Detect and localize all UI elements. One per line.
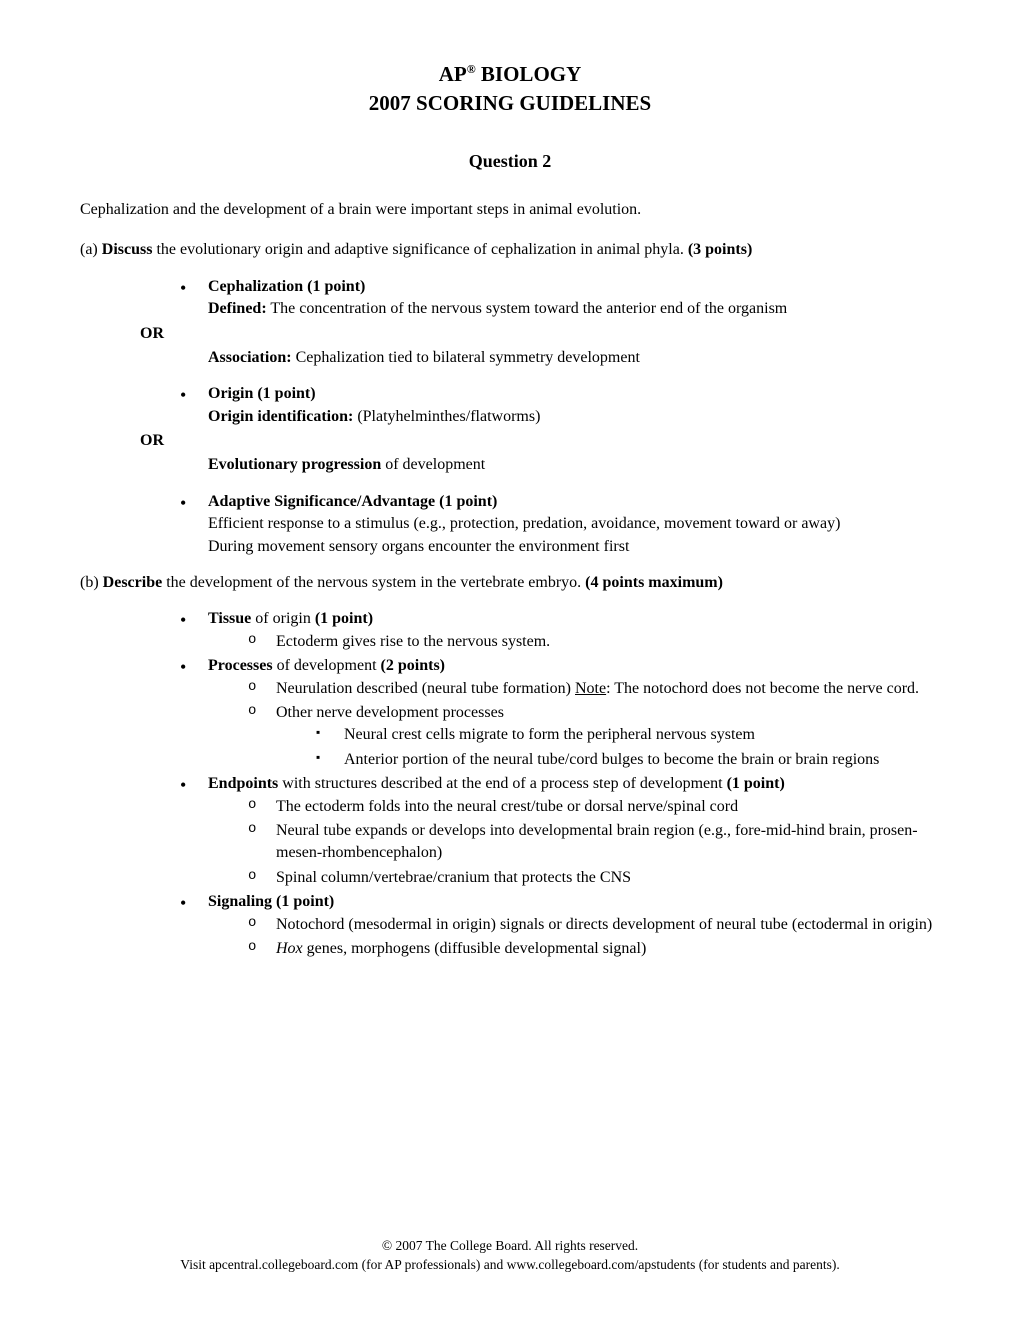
- intro-text: Cephalization and the development of a b…: [80, 199, 940, 221]
- proc-item-1: Neurulation described (neural tube forma…: [248, 678, 940, 700]
- end-item-1: The ectoderm folds into the neural crest…: [248, 796, 940, 818]
- title-line-2: 2007 SCORING GUIDELINES: [80, 89, 940, 118]
- ceph-title: Cephalization (1 point): [208, 278, 365, 295]
- adapt-bullet: Adaptive Significance/Advantage (1 point…: [180, 491, 940, 558]
- footer-line-2: Visit apcentral.collegeboard.com (for AP…: [0, 1256, 1020, 1275]
- origin-evo-label: Evolutionary progression: [208, 456, 381, 473]
- origin-bullet: Origin (1 point) Origin identification: …: [180, 383, 940, 428]
- ceph-assoc-text: Cephalization tied to bilateral symmetry…: [292, 349, 640, 366]
- proc-sub-1: Neural crest cells migrate to form the p…: [316, 724, 940, 746]
- proc-item-1-pre: Neurulation described (neural tube forma…: [276, 680, 575, 697]
- part-a: (a) Discuss the evolutionary origin and …: [80, 239, 940, 261]
- endpoints-text: with structures described at the end of …: [278, 775, 726, 792]
- part-a-label: (a): [80, 241, 98, 258]
- proc-item-2-text: Other nerve development processes: [276, 704, 504, 721]
- origin-bullets: Origin (1 point) Origin identification: …: [180, 383, 940, 428]
- part-b-bullets: Tissue of origin (1 point) Ectoderm give…: [180, 608, 940, 960]
- end-item-2: Neural tube expands or develops into dev…: [248, 820, 940, 865]
- ceph-bullet: Cephalization (1 point) Defined: The con…: [180, 276, 940, 321]
- processes-label: Processes: [208, 657, 273, 674]
- processes-points: (2 points): [381, 657, 445, 674]
- processes-text: of development: [273, 657, 381, 674]
- signaling-title: Signaling (1 point): [208, 893, 334, 910]
- title-line-1: AP® BIOLOGY: [80, 60, 940, 89]
- sig-hox: Hox: [276, 940, 303, 957]
- endpoints-label: Endpoints: [208, 775, 278, 792]
- signaling-sublist: Notochord (mesodermal in origin) signals…: [248, 914, 940, 961]
- adapt-bullets: Adaptive Significance/Advantage (1 point…: [180, 491, 940, 558]
- processes-sublist: Neurulation described (neural tube forma…: [248, 678, 940, 772]
- end-item-3: Spinal column/vertebrae/cranium that pro…: [248, 867, 940, 889]
- or-2: OR: [140, 430, 940, 452]
- origin-id-label: Origin identification:: [208, 408, 353, 425]
- origin-id-text: (Platyhelminthes/flatworms): [353, 408, 540, 425]
- endpoints-points: (1 point): [727, 775, 785, 792]
- tissue-label: Tissue: [208, 610, 251, 627]
- part-a-verb: Discuss: [102, 241, 153, 258]
- sig-item-1: Notochord (mesodermal in origin) signals…: [248, 914, 940, 936]
- proc-subsublist: Neural crest cells migrate to form the p…: [316, 724, 940, 771]
- tissue-sublist: Ectoderm gives rise to the nervous syste…: [248, 631, 940, 653]
- subject: BIOLOGY: [481, 62, 581, 86]
- origin-evo: Evolutionary progression of development: [180, 454, 940, 476]
- part-b-points: (4 points maximum): [585, 574, 723, 591]
- ceph-defined-text: The concentration of the nervous system …: [267, 300, 788, 317]
- question-title: Question 2: [80, 149, 940, 174]
- endpoints-sublist: The ectoderm folds into the neural crest…: [248, 796, 940, 890]
- course-prefix: AP: [439, 62, 467, 86]
- part-a-points: (3 points): [688, 241, 752, 258]
- ceph-defined-label: Defined:: [208, 300, 267, 317]
- ceph-assoc: Association: Cephalization tied to bilat…: [180, 347, 940, 369]
- sig-item-2: Hox genes, morphogens (diffusible develo…: [248, 938, 940, 960]
- or-1: OR: [140, 323, 940, 345]
- processes-bullet: Processes of development (2 points) Neur…: [180, 655, 940, 771]
- origin-title: Origin (1 point): [208, 385, 316, 402]
- sig-item-2-text: genes, morphogens (diffusible developmen…: [303, 940, 647, 957]
- signaling-bullet: Signaling (1 point) Notochord (mesoderma…: [180, 891, 940, 960]
- proc-item-2: Other nerve development processes Neural…: [248, 702, 940, 771]
- endpoints-bullet: Endpoints with structures described at t…: [180, 773, 940, 889]
- tissue-item-1: Ectoderm gives rise to the nervous syste…: [248, 631, 940, 653]
- adapt-line-1: Efficient response to a stimulus (e.g., …: [208, 515, 840, 532]
- part-b-verb: Describe: [103, 574, 163, 591]
- part-b: (b) Describe the development of the nerv…: [80, 572, 940, 594]
- proc-sub-2: Anterior portion of the neural tube/cord…: [316, 749, 940, 771]
- adapt-title: Adaptive Significance/Advantage (1 point…: [208, 493, 497, 510]
- adapt-line-2: During movement sensory organs encounter…: [208, 538, 629, 555]
- part-a-text: the evolutionary origin and adaptive sig…: [152, 241, 687, 258]
- origin-evo-text: of development: [381, 456, 485, 473]
- proc-item-1-post: : The notochord does not become the nerv…: [606, 680, 919, 697]
- part-a-bullets: Cephalization (1 point) Defined: The con…: [180, 276, 940, 321]
- tissue-text: of origin: [251, 610, 315, 627]
- tissue-bullet: Tissue of origin (1 point) Ectoderm give…: [180, 608, 940, 653]
- registered-mark: ®: [467, 62, 476, 76]
- footer: © 2007 The College Board. All rights res…: [0, 1237, 1020, 1275]
- part-b-label: (b): [80, 574, 99, 591]
- part-b-text: the development of the nervous system in…: [162, 574, 585, 591]
- tissue-points: (1 point): [315, 610, 373, 627]
- ceph-assoc-label: Association:: [208, 349, 292, 366]
- proc-item-1-note: Note: [575, 680, 606, 697]
- document-header: AP® BIOLOGY 2007 SCORING GUIDELINES: [80, 60, 940, 119]
- footer-line-1: © 2007 The College Board. All rights res…: [0, 1237, 1020, 1256]
